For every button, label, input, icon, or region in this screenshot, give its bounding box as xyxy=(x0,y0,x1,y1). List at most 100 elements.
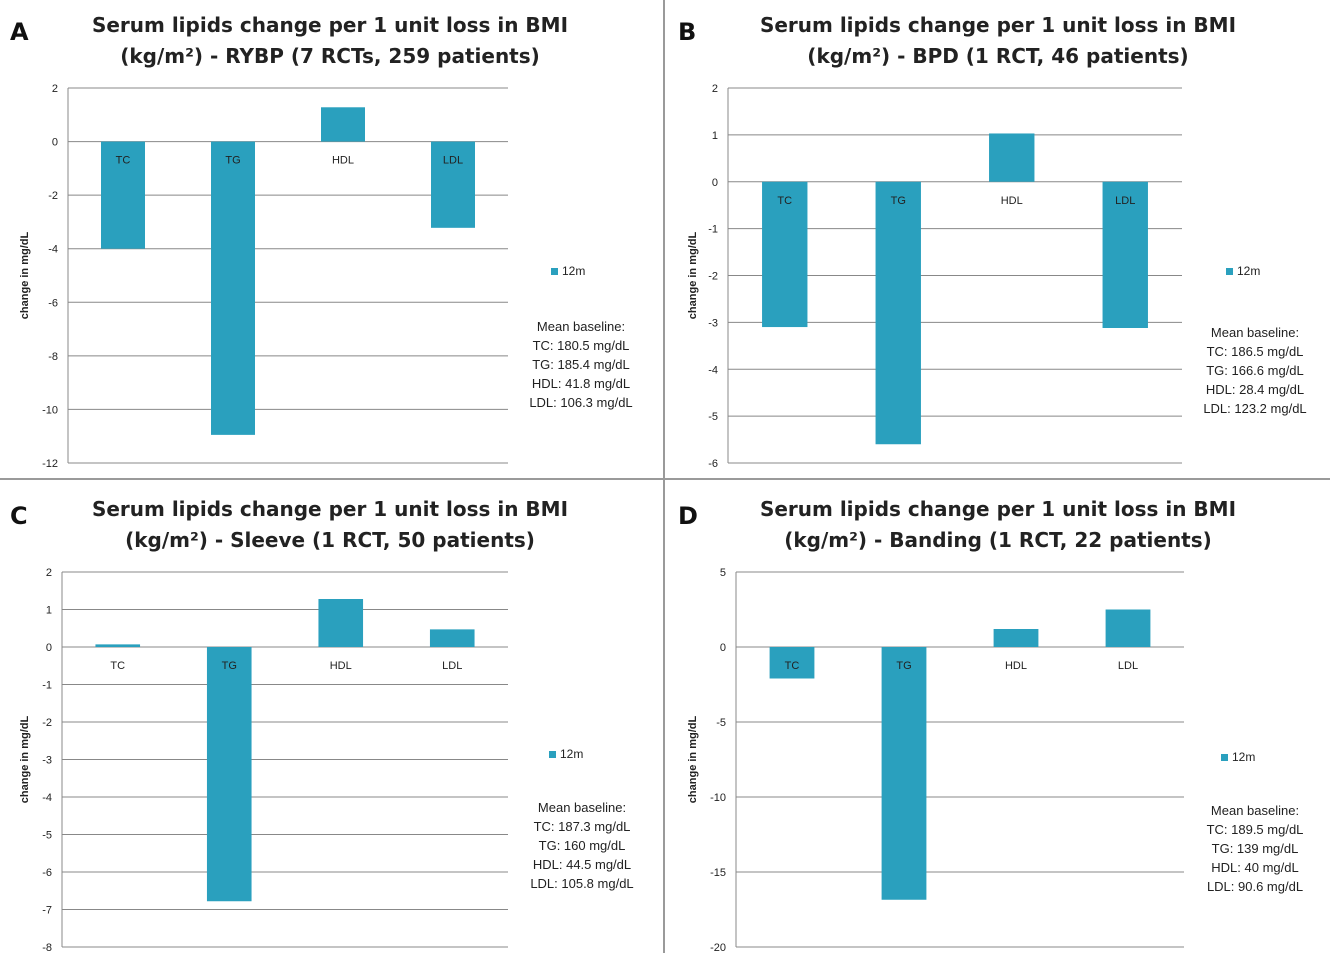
chart-title-line-2: (kg/m²) - RYBP (7 RCTs, 259 patients) xyxy=(120,44,540,68)
bar-hdl xyxy=(993,629,1039,647)
y-tick-label: -1 xyxy=(42,680,52,692)
panel-letter: D xyxy=(678,502,698,530)
y-tick-label: 2 xyxy=(52,83,58,95)
category-label: TC xyxy=(116,155,131,167)
y-tick-label: -20 xyxy=(710,942,726,953)
legend-swatch xyxy=(1221,754,1228,761)
legend-label: 12m xyxy=(560,747,583,761)
category-label: HDL xyxy=(332,155,354,167)
baseline-heading: Mean baseline: xyxy=(538,800,626,815)
y-tick-label: 1 xyxy=(46,605,52,617)
baseline-heading: Mean baseline: xyxy=(537,319,625,334)
chart-panel-a: A Serum lipids change per 1 unit loss in … xyxy=(10,13,633,470)
bar-tg xyxy=(206,647,252,902)
y-tick-label: -7 xyxy=(42,905,52,917)
category-label: HDL xyxy=(1001,195,1023,207)
baseline-value: TC: 187.3 mg/dL xyxy=(534,819,631,834)
category-label: HDL xyxy=(330,660,352,672)
baseline-value: HDL: 41.8 mg/dL xyxy=(532,376,630,391)
baseline-value: LDL: 105.8 mg/dL xyxy=(530,876,633,891)
category-label: TG xyxy=(225,155,240,167)
y-tick-label: -3 xyxy=(42,755,52,767)
baseline-value: TC: 189.5 mg/dL xyxy=(1207,822,1304,837)
chart-title-line-1: Serum lipids change per 1 unit loss in B… xyxy=(760,13,1236,37)
category-label: HDL xyxy=(1005,660,1027,672)
y-tick-label: -4 xyxy=(708,364,718,376)
baseline-value: HDL: 40 mg/dL xyxy=(1211,860,1298,875)
y-tick-label: -2 xyxy=(42,717,52,729)
baseline-value: LDL: 90.6 mg/dL xyxy=(1207,879,1303,894)
baseline-value: TC: 180.5 mg/dL xyxy=(533,338,630,353)
chart-title-line-2: (kg/m²) - Banding (1 RCT, 22 patients) xyxy=(784,528,1212,552)
legend-label: 12m xyxy=(1232,750,1255,764)
category-label: TG xyxy=(896,660,911,672)
chart-title-line-1: Serum lipids change per 1 unit loss in B… xyxy=(760,497,1236,521)
y-tick-label: -1 xyxy=(708,224,718,236)
y-tick-label: 0 xyxy=(52,137,58,149)
bar-ldl xyxy=(1105,609,1151,647)
y-tick-label: -2 xyxy=(708,271,718,283)
baseline-value: LDL: 106.3 mg/dL xyxy=(529,395,632,410)
y-tick-label: -12 xyxy=(42,458,58,470)
bar-tg xyxy=(875,181,921,445)
category-label: LDL xyxy=(1115,195,1135,207)
chart-title-line-1: Serum lipids change per 1 unit loss in B… xyxy=(92,13,568,37)
legend-label: 12m xyxy=(1237,264,1260,278)
bar-tg xyxy=(211,141,255,435)
chart-panel-c: C Serum lipids change per 1 unit loss in … xyxy=(10,497,634,953)
y-tick-label: -5 xyxy=(42,830,52,842)
y-tick-label: -10 xyxy=(710,792,726,804)
y-tick-label: 5 xyxy=(720,567,726,579)
y-tick-label: -6 xyxy=(42,867,52,879)
category-label: TC xyxy=(785,660,800,672)
legend-swatch xyxy=(1226,268,1233,275)
baseline-value: LDL: 123.2 mg/dL xyxy=(1203,401,1306,416)
chart-title-line-2: (kg/m²) - Sleeve (1 RCT, 50 patients) xyxy=(125,528,535,552)
panel-letter: A xyxy=(10,18,29,46)
y-tick-label: 2 xyxy=(712,83,718,95)
y-axis-label: change in mg/dL xyxy=(19,232,31,320)
baseline-heading: Mean baseline: xyxy=(1211,325,1299,340)
y-tick-label: 2 xyxy=(46,567,52,579)
y-tick-label: -8 xyxy=(48,351,58,363)
bar-ldl xyxy=(429,629,475,647)
chart-title-line-1: Serum lipids change per 1 unit loss in B… xyxy=(92,497,568,521)
y-tick-label: 1 xyxy=(712,130,718,142)
chart-panel-d: D Serum lipids change per 1 unit loss in … xyxy=(678,497,1303,953)
chart-panel-b: B Serum lipids change per 1 unit loss in … xyxy=(678,13,1307,470)
bar-tc xyxy=(101,141,145,249)
bar-tc xyxy=(762,181,808,328)
bar-hdl xyxy=(989,133,1035,182)
baseline-value: HDL: 28.4 mg/dL xyxy=(1206,382,1304,397)
y-tick-label: 0 xyxy=(46,642,52,654)
y-axis-label: change in mg/dL xyxy=(19,716,31,804)
y-tick-label: -5 xyxy=(716,717,726,729)
category-label: LDL xyxy=(442,660,462,672)
legend-swatch xyxy=(549,751,556,758)
baseline-value: HDL: 44.5 mg/dL xyxy=(533,857,631,872)
y-tick-label: -4 xyxy=(42,792,52,804)
y-tick-label: -6 xyxy=(48,297,58,309)
category-label: LDL xyxy=(1118,660,1138,672)
bar-tc xyxy=(95,644,141,647)
baseline-value: TG: 139 mg/dL xyxy=(1212,841,1299,856)
y-tick-label: -3 xyxy=(708,317,718,329)
baseline-value: TG: 166.6 mg/dL xyxy=(1206,363,1304,378)
y-tick-label: -5 xyxy=(708,411,718,423)
bar-tg xyxy=(881,647,927,900)
y-axis-label: change in mg/dL xyxy=(687,232,699,320)
baseline-heading: Mean baseline: xyxy=(1211,803,1299,818)
panel-letter: B xyxy=(678,18,696,46)
category-label: TG xyxy=(891,195,906,207)
y-tick-label: -6 xyxy=(708,458,718,470)
category-label: TG xyxy=(222,660,237,672)
y-tick-label: 0 xyxy=(712,177,718,189)
chart-title-line-2: (kg/m²) - BPD (1 RCT, 46 patients) xyxy=(807,44,1188,68)
bar-ldl xyxy=(431,141,475,228)
legend-label: 12m xyxy=(562,264,585,278)
y-tick-label: 0 xyxy=(720,642,726,654)
panel-letter: C xyxy=(10,502,28,530)
bar-tc xyxy=(769,647,815,679)
category-label: LDL xyxy=(443,155,463,167)
